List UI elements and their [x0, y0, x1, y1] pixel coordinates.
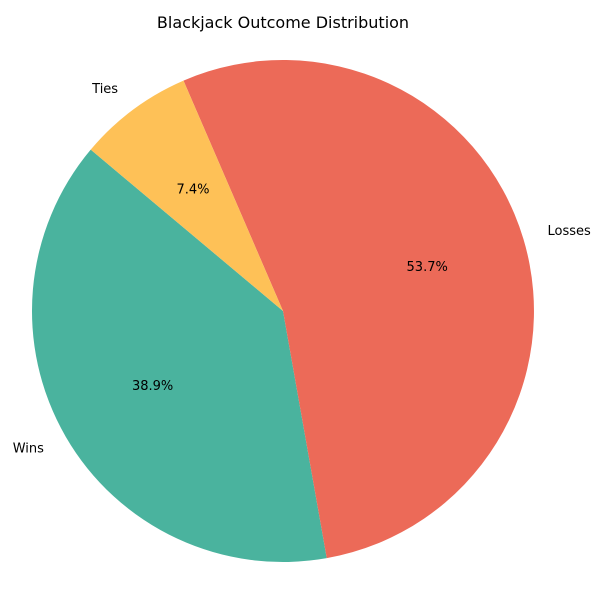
pct-label-ties: 7.4%: [176, 183, 209, 198]
slice-label-ties: Ties: [91, 82, 118, 97]
chart-title: Blackjack Outcome Distribution: [157, 13, 409, 32]
pie-slice-wins: [31, 149, 327, 563]
pie-slice-losses: [183, 60, 534, 559]
slice-label-wins: Wins: [13, 442, 44, 457]
slice-label-losses: Losses: [548, 224, 592, 239]
pct-label-wins: 38.9%: [132, 379, 173, 394]
pie-labels: Wins 38.9% Losses 53.7% Ties 7.4%: [13, 82, 591, 457]
pie-slices: [31, 60, 534, 563]
pct-label-losses: 53.7%: [407, 260, 448, 275]
pie-slice-ties: [90, 80, 283, 311]
